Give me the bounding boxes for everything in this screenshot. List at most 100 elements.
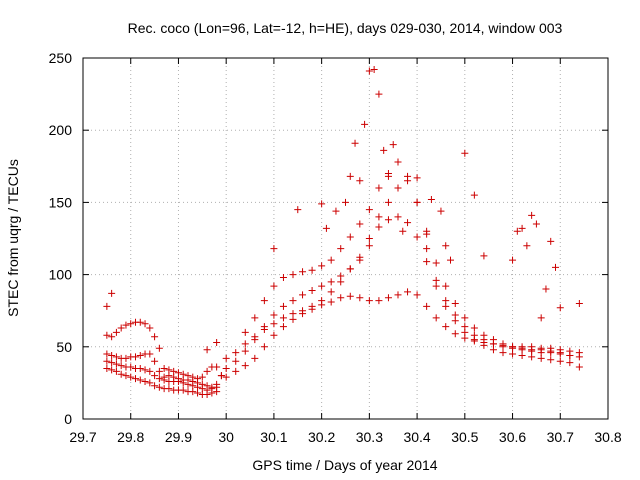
data-point [375, 90, 383, 98]
y-tick-label: 100 [49, 267, 73, 283]
data-point [351, 139, 359, 147]
data-point [394, 213, 402, 221]
data-point [270, 331, 278, 339]
chart-title: Rec. coco (Lon=96, Lat=-12, h=HE), days … [128, 20, 563, 36]
data-point [270, 320, 278, 328]
data-point [112, 360, 120, 368]
data-point [356, 177, 364, 185]
data-point [442, 282, 450, 290]
y-axis-ticks: 0 50 100 150 200 250 [49, 50, 608, 427]
data-point [270, 311, 278, 319]
data-point [451, 330, 459, 338]
data-point [270, 245, 278, 253]
y-tick-label: 50 [56, 339, 72, 355]
data-point [404, 288, 412, 296]
data-point [270, 282, 278, 290]
data-point [155, 375, 163, 383]
data-point [547, 349, 555, 357]
data-point [308, 286, 316, 294]
data-point [155, 383, 163, 391]
data-point [318, 282, 326, 290]
data-point [146, 350, 154, 358]
data-point [513, 227, 521, 235]
data-point [103, 350, 111, 358]
data-point [370, 66, 378, 74]
data-point [327, 298, 335, 306]
data-point [423, 227, 431, 235]
data-point [241, 347, 249, 355]
data-point [423, 245, 431, 253]
data-point [112, 367, 120, 375]
data-point [384, 294, 392, 302]
data-point [318, 301, 326, 309]
data-point [241, 328, 249, 336]
data-point [346, 172, 354, 180]
data-point [537, 314, 545, 322]
data-point [103, 331, 111, 339]
data-point [380, 146, 388, 154]
x-tick-label: 30.6 [499, 429, 526, 445]
data-point [509, 344, 517, 352]
data-point [480, 336, 488, 344]
data-point [222, 354, 230, 362]
data-point [556, 357, 564, 365]
data-point [222, 364, 230, 372]
data-point [213, 338, 221, 346]
data-point [179, 379, 187, 387]
data-point [179, 386, 187, 394]
data-point [547, 356, 555, 364]
data-point [542, 285, 550, 293]
x-tick-label: 30.8 [594, 429, 621, 445]
data-point [461, 149, 469, 157]
data-point [470, 331, 478, 339]
data-point [575, 299, 583, 307]
data-point [365, 206, 373, 214]
data-point [375, 223, 383, 231]
data-point [432, 276, 440, 284]
data-point [179, 370, 187, 378]
data-point [141, 377, 149, 385]
data-point [279, 314, 287, 322]
data-point [289, 271, 297, 279]
data-point [384, 172, 392, 180]
data-point [117, 362, 125, 370]
data-point [361, 120, 369, 128]
data-point [518, 224, 526, 232]
data-point [203, 367, 211, 375]
x-tick-label: 29.8 [117, 429, 144, 445]
data-point [165, 366, 173, 374]
data-point [222, 373, 230, 381]
data-point [132, 353, 139, 361]
data-point [404, 172, 412, 180]
x-tick-label: 30.2 [308, 429, 335, 445]
data-point [241, 362, 249, 370]
data-point [346, 292, 354, 300]
x-tick-label: 29.9 [165, 429, 192, 445]
data-point [337, 294, 345, 302]
data-point [365, 242, 373, 250]
data-point [108, 333, 116, 341]
x-tick-label: 30.3 [356, 429, 383, 445]
data-point [108, 366, 116, 374]
data-point [480, 252, 488, 260]
data-point [198, 373, 206, 381]
data-point [213, 388, 221, 396]
data-point [103, 357, 111, 365]
data-point [461, 323, 469, 331]
x-tick-label: 30.5 [451, 429, 478, 445]
data-point [308, 266, 316, 274]
data-point [327, 288, 335, 296]
data-point [575, 363, 583, 371]
data-point [122, 321, 130, 329]
data-point [299, 291, 307, 299]
data-point [375, 297, 383, 305]
data-point [151, 357, 159, 365]
data-point [127, 320, 135, 328]
data-point [384, 216, 392, 224]
data-point [127, 373, 135, 381]
data-point [575, 353, 583, 361]
data-point [394, 291, 402, 299]
data-point [146, 324, 154, 332]
data-point [151, 333, 159, 341]
